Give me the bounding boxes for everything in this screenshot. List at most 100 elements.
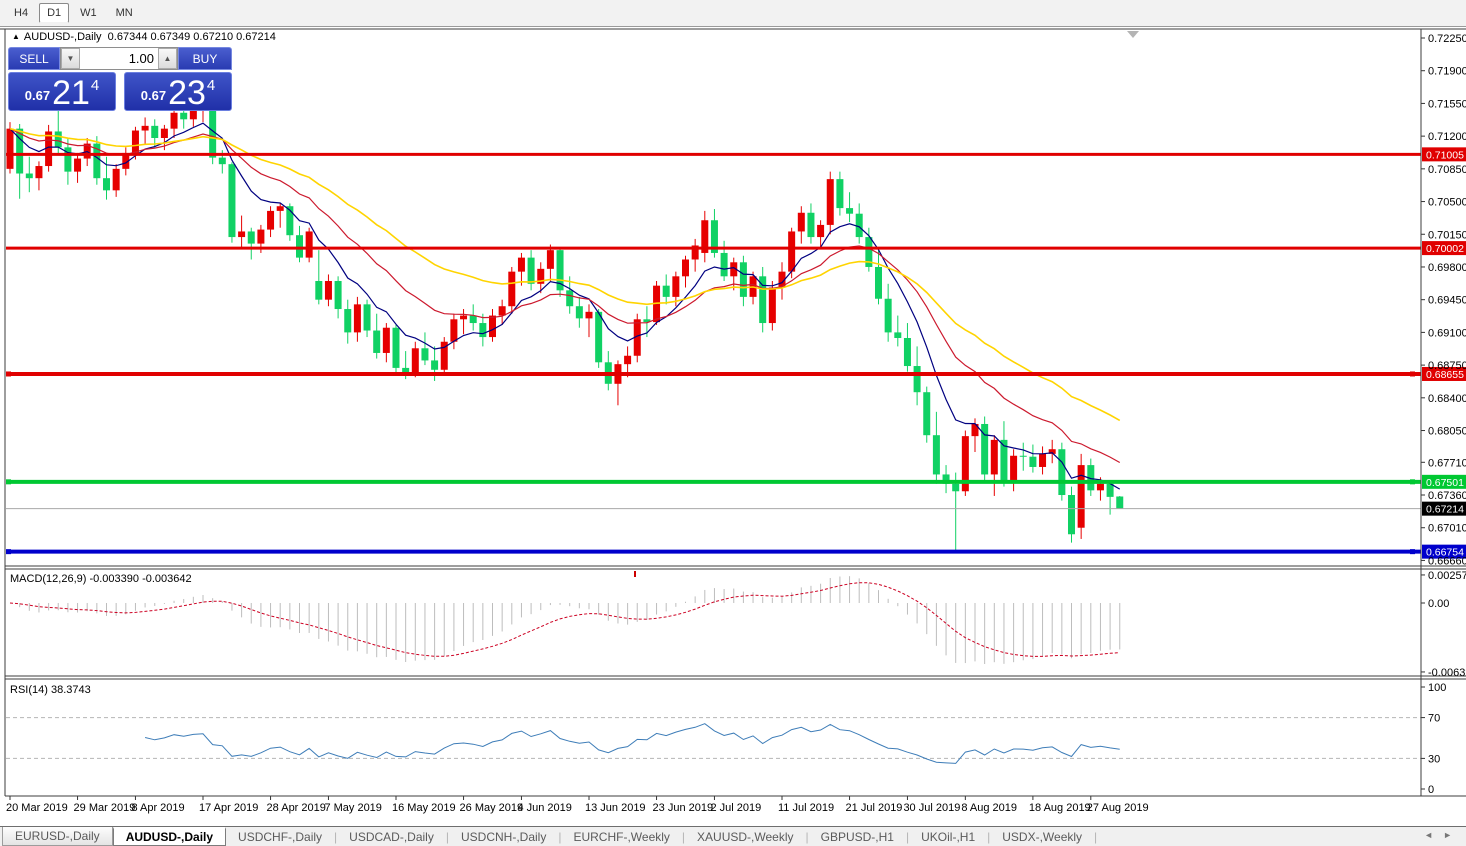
sell-price-big: 21 bbox=[52, 74, 90, 112]
period-toolbar: H4 D1 W1 MN bbox=[0, 0, 1466, 27]
candle-body bbox=[807, 212, 815, 238]
level-price-label-bg bbox=[1422, 474, 1466, 489]
date-tick-label: 8 Apr 2019 bbox=[131, 802, 184, 814]
candle-body bbox=[141, 125, 149, 131]
candle-body bbox=[817, 224, 825, 238]
timeframe-button-w1[interactable]: W1 bbox=[80, 7, 97, 19]
candle-body bbox=[537, 268, 545, 284]
buy-quote-box[interactable]: 0.67 23 4 bbox=[124, 72, 232, 111]
price-tick-label: 0.67360 bbox=[1428, 490, 1466, 502]
price-tick-label: 0.68050 bbox=[1428, 426, 1466, 438]
buy-price-big: 23 bbox=[168, 74, 206, 112]
candle-body bbox=[209, 108, 217, 158]
candle-body bbox=[1096, 483, 1104, 491]
buy-price-pip: 4 bbox=[206, 77, 216, 94]
rsi-tick-label: 70 bbox=[1428, 713, 1440, 725]
date-tick-label: 29 Mar 2019 bbox=[74, 802, 136, 814]
tab-scroll-right-icon[interactable]: ► bbox=[1443, 830, 1462, 840]
volume-decrease-button[interactable]: ▼ bbox=[61, 48, 80, 69]
symbol-tab-audusd[interactable]: AUDUSD-,Daily bbox=[112, 827, 227, 846]
timeframe-button-d1[interactable]: D1 bbox=[39, 3, 70, 23]
price-tick-label: 0.70500 bbox=[1428, 197, 1466, 209]
symbol-tab-usdx[interactable]: USDX-,Weekly bbox=[1002, 829, 1083, 844]
volume-input[interactable]: 1.00 bbox=[128, 51, 154, 66]
candle-body bbox=[25, 173, 33, 179]
one-click-trade-panel: SELL ▼ 1.00 ▲ BUY 0.67 21 4 0.67 23 4 bbox=[8, 47, 232, 111]
date-tick-label: 28 Apr 2019 bbox=[267, 802, 326, 814]
candle-body bbox=[575, 306, 583, 319]
timeframe-button-mn[interactable]: MN bbox=[115, 7, 133, 19]
line-handle-left[interactable] bbox=[6, 549, 11, 555]
candle-body bbox=[884, 298, 892, 333]
symbol-tab-eurchf[interactable]: EURCHF-,Weekly bbox=[573, 829, 670, 844]
candle-body bbox=[710, 220, 718, 253]
macd-tick-label: 0.002574 bbox=[1428, 570, 1466, 582]
price-tick-label: 0.66660 bbox=[1428, 555, 1466, 567]
date-tick-label: 2 Jul 2019 bbox=[710, 802, 761, 814]
timeframe-button-h4[interactable]: H4 bbox=[14, 7, 29, 19]
symbol-tab-gbpusd[interactable]: GBPUSD-,H1 bbox=[820, 829, 894, 844]
candle-body bbox=[981, 423, 989, 475]
symbol-tab-usdcnh[interactable]: USDCNH-,Daily bbox=[460, 829, 547, 844]
symbol-tab-xauusd[interactable]: XAUUSD-,Weekly bbox=[697, 829, 794, 844]
tab-scroll-buttons: ◄► bbox=[1424, 830, 1462, 840]
candle-body bbox=[595, 311, 603, 363]
symbol-tab-eurusd[interactable]: EURUSD-,Daily bbox=[2, 827, 113, 846]
candle-body bbox=[691, 245, 699, 260]
candle-body bbox=[778, 271, 786, 288]
line-handle-left[interactable] bbox=[6, 479, 11, 485]
tab-scroll-left-icon[interactable]: ◄ bbox=[1424, 830, 1444, 840]
candle-body bbox=[961, 436, 969, 492]
candle-body bbox=[276, 206, 284, 211]
line-handle-right[interactable] bbox=[1410, 371, 1415, 377]
tab-separator: | bbox=[905, 829, 910, 844]
date-tick-label: 11 Jul 2019 bbox=[778, 802, 834, 814]
date-tick-label: 30 Jul 2019 bbox=[903, 802, 960, 814]
symbol-tab-usdcad[interactable]: USDCAD-,Daily bbox=[349, 829, 434, 844]
candle-body bbox=[160, 128, 168, 139]
candle-body bbox=[498, 306, 506, 316]
chart-shift-icon[interactable] bbox=[1127, 31, 1139, 38]
level-price-label: 0.70002 bbox=[1426, 243, 1464, 255]
candle-body bbox=[517, 257, 525, 272]
candle-body bbox=[450, 319, 458, 342]
candle-body bbox=[662, 285, 670, 297]
buy-button[interactable]: BUY bbox=[178, 47, 232, 70]
candle-body bbox=[932, 435, 940, 475]
triangle-up-icon[interactable]: ▲ bbox=[12, 32, 20, 41]
candle-body bbox=[739, 262, 747, 297]
ma-line-fast bbox=[9, 122, 1121, 490]
price-tick-label: 0.71900 bbox=[1428, 66, 1466, 78]
sell-button[interactable]: SELL bbox=[8, 47, 60, 70]
sell-quote-box[interactable]: 0.67 21 4 bbox=[8, 72, 116, 111]
symbol-tab-usdchf[interactable]: USDCHF-,Daily bbox=[238, 829, 323, 844]
candle-body bbox=[508, 271, 516, 307]
candle-body bbox=[952, 483, 960, 492]
candle-body bbox=[460, 315, 468, 320]
line-handle-right[interactable] bbox=[1410, 549, 1415, 555]
volume-spinner: ▼ 1.00 ▲ bbox=[60, 47, 178, 70]
volume-increase-button[interactable]: ▲ bbox=[158, 48, 177, 69]
candle-body bbox=[788, 231, 796, 272]
candle-body bbox=[151, 125, 159, 139]
level-price-label-bg bbox=[1422, 544, 1466, 559]
line-handle-left[interactable] bbox=[6, 371, 11, 377]
rsi-tick-label: 30 bbox=[1428, 753, 1440, 765]
candle-body bbox=[720, 252, 728, 277]
price-tick-label: 0.69450 bbox=[1428, 295, 1466, 307]
candle-body bbox=[633, 319, 641, 356]
candle-body bbox=[1048, 449, 1056, 454]
candle-body bbox=[238, 231, 246, 238]
candle-body bbox=[218, 157, 226, 165]
rsi-line bbox=[144, 723, 1120, 764]
symbol-tab-ukoil[interactable]: UKOil-,H1 bbox=[921, 829, 976, 844]
ma-line-mid bbox=[9, 128, 1121, 464]
candle-body bbox=[836, 179, 844, 209]
candle-body bbox=[305, 231, 313, 258]
date-tick-label: 20 Mar 2019 bbox=[6, 802, 68, 814]
ma-line-slow bbox=[9, 127, 1121, 422]
symbol-tab-bar: EURUSD-,Daily AUDUSD-,Daily USDCHF-,Daily |… bbox=[0, 826, 1466, 846]
line-handle-right[interactable] bbox=[1410, 479, 1415, 485]
candle-body bbox=[527, 257, 535, 284]
